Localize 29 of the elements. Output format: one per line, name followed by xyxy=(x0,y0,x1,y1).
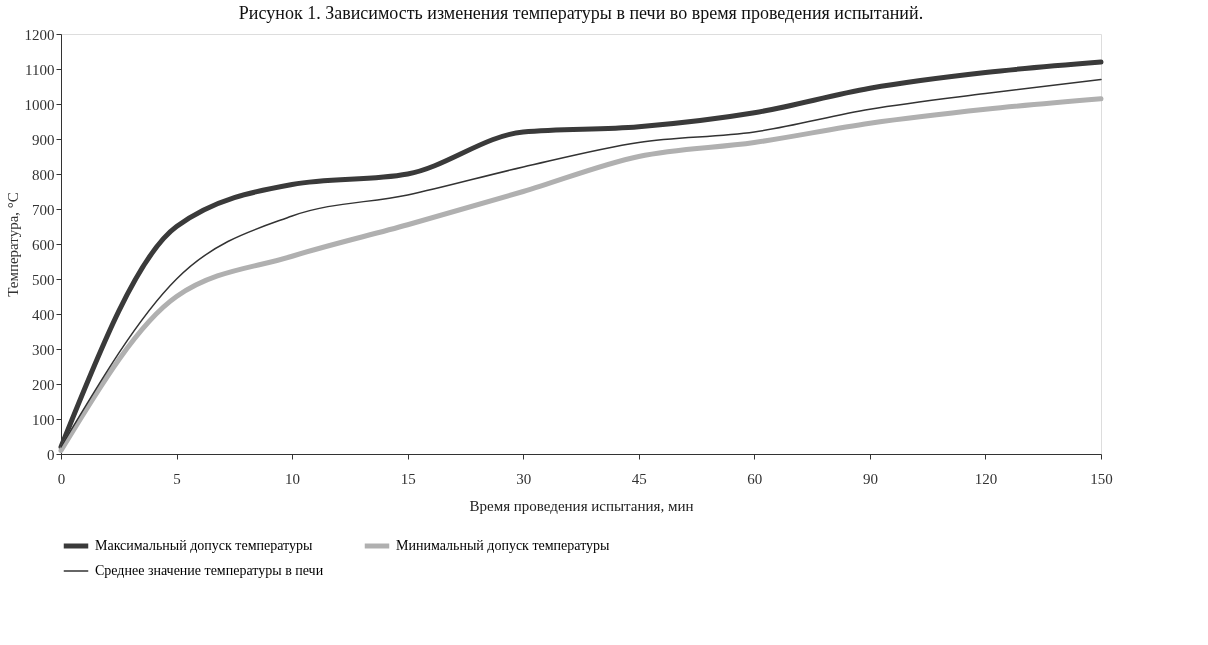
y-tick-label: 1200 xyxy=(24,26,55,43)
y-tick-label: 900 xyxy=(32,131,55,148)
y-tick-label: 1000 xyxy=(24,96,55,113)
y-tick-label: 700 xyxy=(32,201,55,218)
y-axis-title: Температура, °C xyxy=(4,192,21,297)
y-tick-label: 400 xyxy=(32,306,55,323)
y-tick-label: 800 xyxy=(32,166,55,183)
legend-label: Минимальный допуск температуры xyxy=(396,538,611,553)
x-tick-label: 5 xyxy=(173,470,181,487)
x-tick-label: 90 xyxy=(862,470,878,487)
y-tick-label: 100 xyxy=(32,411,55,428)
y-tick-label: 200 xyxy=(32,376,55,393)
x-tick-label: 150 xyxy=(1090,470,1113,487)
legend-label: Среднее значение температуры в печи xyxy=(95,563,324,578)
x-tick-label: 120 xyxy=(974,470,998,487)
y-tick-label: 1100 xyxy=(25,61,55,78)
chart-title: Рисунок 1. Зависимость изменения температуры в печи во время проведения испытаний. xyxy=(238,3,924,23)
x-axis-title: Время проведения испытания, мин xyxy=(469,497,694,514)
x-tick-label: 15 xyxy=(400,470,416,487)
legend-label: Максимальный допуск температуры xyxy=(95,538,313,553)
y-tick-label: 600 xyxy=(32,236,55,253)
x-tick-label: 0 xyxy=(57,470,66,487)
x-tick-label: 60 xyxy=(747,470,763,487)
x-tick-label: 10 xyxy=(285,470,301,487)
y-tick-label: 300 xyxy=(32,341,55,358)
y-tick-label: 500 xyxy=(32,271,55,288)
y-tick-label: 0 xyxy=(47,446,55,463)
x-tick-label: 30 xyxy=(516,470,532,487)
x-tick-label: 45 xyxy=(631,470,647,487)
